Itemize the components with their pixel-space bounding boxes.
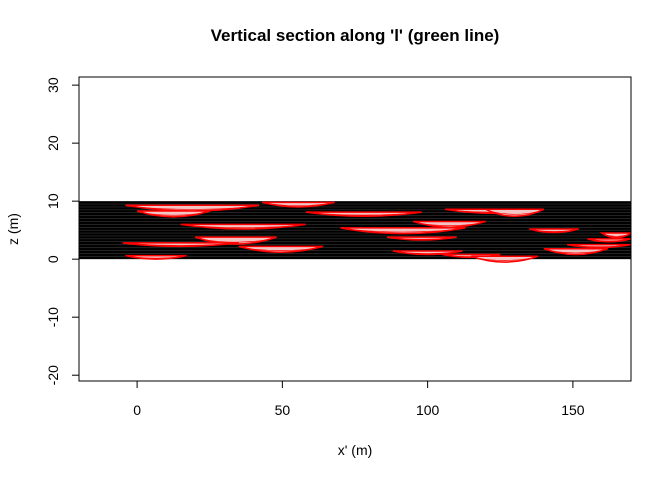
- lens-layer: [203, 239, 269, 243]
- lens-layer: [393, 237, 450, 240]
- lens-layer: [352, 229, 453, 233]
- plot-area: [79, 201, 631, 263]
- y-tick-label: 0: [45, 255, 61, 263]
- x-tick-label: 100: [416, 402, 440, 418]
- x-tick-label: 0: [133, 402, 141, 418]
- x-axis-label: x' (m): [338, 442, 373, 458]
- y-tick-label: 10: [45, 193, 61, 209]
- y-tick-label: 20: [45, 135, 61, 151]
- x-tick-label: 150: [561, 402, 585, 418]
- lens-layer: [550, 250, 602, 254]
- lens-layer: [604, 234, 629, 237]
- y-axis-label: z (m): [5, 213, 21, 245]
- lens-layer: [534, 229, 574, 232]
- lens-layer: [399, 251, 456, 254]
- lens-layer: [247, 248, 315, 251]
- y-tick-label: 30: [45, 77, 61, 93]
- lens-layer: [491, 211, 539, 215]
- lens-layer: [138, 206, 246, 210]
- x-tick-label: 50: [275, 402, 291, 418]
- lens-layer: [591, 239, 627, 242]
- chart-title: Vertical section along 'l' (green line): [211, 26, 500, 45]
- lens-layer: [144, 212, 203, 216]
- lens-layer: [134, 243, 228, 246]
- y-tick-label: -20: [45, 365, 61, 385]
- y-tick-label: -10: [45, 307, 61, 327]
- lens-layer: [131, 256, 181, 259]
- lens: [470, 255, 539, 263]
- lens-layer: [193, 225, 294, 229]
- plot-frame: [78, 76, 632, 382]
- lens-layer: [420, 223, 479, 227]
- lens-layer: [477, 257, 532, 261]
- lens-layer: [573, 245, 625, 248]
- lens-layer: [269, 203, 328, 207]
- lens-layer: [317, 213, 411, 216]
